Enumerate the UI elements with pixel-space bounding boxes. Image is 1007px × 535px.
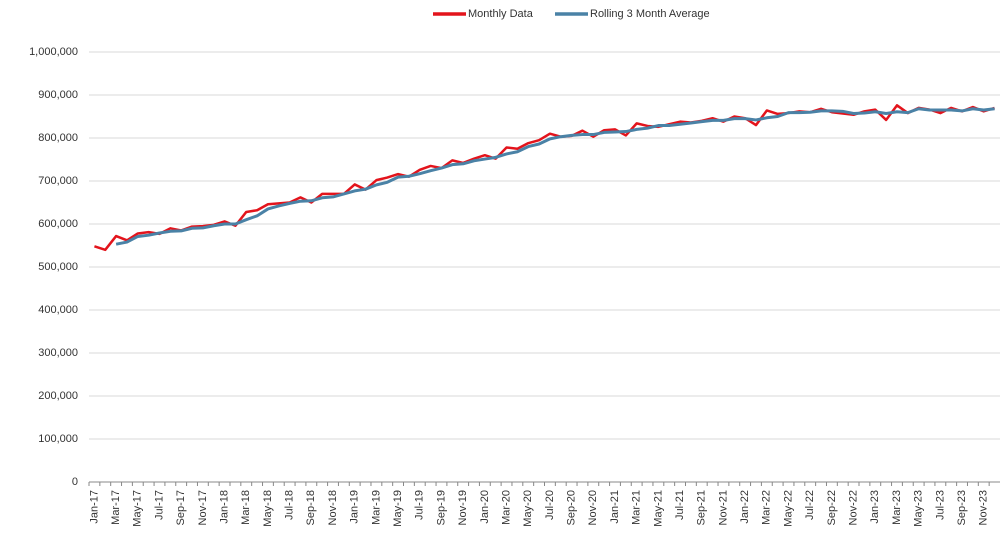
x-tick-label: Sep-20 — [566, 490, 578, 525]
x-tick-label: Sep-22 — [826, 490, 838, 525]
x-tick-label: Nov-20 — [587, 490, 599, 525]
x-tick-label: Nov-21 — [717, 490, 729, 525]
x-tick-label: Sep-21 — [696, 490, 708, 525]
x-tick-label: Mar-18 — [240, 490, 252, 525]
series-line — [94, 104, 995, 252]
x-tick-label: Sep-23 — [956, 490, 968, 525]
x-tick-label: Nov-23 — [978, 490, 990, 525]
x-tick-label: Jul-19 — [414, 490, 426, 520]
x-tick-label: Mar-23 — [891, 490, 903, 525]
x-tick-label: Nov-17 — [197, 490, 209, 525]
x-tick-label: Jan-19 — [349, 490, 361, 524]
y-tick-label: 500,000 — [38, 261, 78, 273]
legend-label: Monthly Data — [468, 8, 534, 20]
x-tick-label: Jan-17 — [88, 490, 100, 524]
y-tick-label: 300,000 — [38, 347, 78, 359]
x-tick-label: Jan-21 — [609, 490, 621, 524]
x-tick-label: Jul-20 — [544, 490, 556, 520]
x-tick-label: Mar-19 — [370, 490, 382, 525]
x-tick-label: May-23 — [913, 490, 925, 527]
x-tick-label: May-21 — [652, 490, 664, 527]
x-tick-label: Mar-22 — [761, 490, 773, 525]
x-tick-label: May-22 — [782, 490, 794, 527]
x-tick-label: Sep-18 — [305, 490, 317, 525]
x-tick-label: Mar-20 — [500, 490, 512, 525]
x-tick-label: Nov-22 — [847, 490, 859, 525]
x-tick-label: Jan-20 — [479, 490, 491, 524]
y-tick-label: 600,000 — [38, 218, 78, 230]
x-tick-label: Sep-17 — [175, 490, 187, 525]
x-tick-label: Sep-19 — [435, 490, 447, 525]
x-tick-label: Jul-18 — [284, 490, 296, 520]
y-tick-label: 900,000 — [38, 89, 78, 101]
legend-label: Rolling 3 Month Average — [590, 8, 710, 20]
x-tick-label: Jul-23 — [934, 490, 946, 520]
y-tick-label: 800,000 — [38, 132, 78, 144]
x-tick-label: Jul-22 — [804, 490, 816, 520]
x-tick-label: Jan-18 — [218, 490, 230, 524]
x-tick-label: May-19 — [392, 490, 404, 527]
y-tick-label: 1,000,000 — [29, 46, 78, 58]
x-tick-label: Jan-23 — [869, 490, 881, 524]
x-tick-label: Jul-21 — [674, 490, 686, 520]
x-tick-label: Jan-22 — [739, 490, 751, 524]
x-tick-label: May-18 — [262, 490, 274, 527]
y-tick-label: 100,000 — [38, 433, 78, 445]
x-tick-label: Jul-17 — [153, 490, 165, 520]
y-tick-label: 0 — [72, 476, 78, 488]
y-tick-label: 700,000 — [38, 175, 78, 187]
x-tick-label: Mar-21 — [631, 490, 643, 525]
x-tick-label: May-17 — [132, 490, 144, 527]
x-tick-label: May-20 — [522, 490, 534, 527]
x-tick-label: Nov-19 — [457, 490, 469, 525]
x-tick-label: Mar-17 — [110, 490, 122, 525]
y-tick-label: 400,000 — [38, 304, 78, 316]
series-line — [115, 107, 995, 246]
x-tick-label: Nov-18 — [327, 490, 339, 525]
y-tick-label: 200,000 — [38, 390, 78, 402]
